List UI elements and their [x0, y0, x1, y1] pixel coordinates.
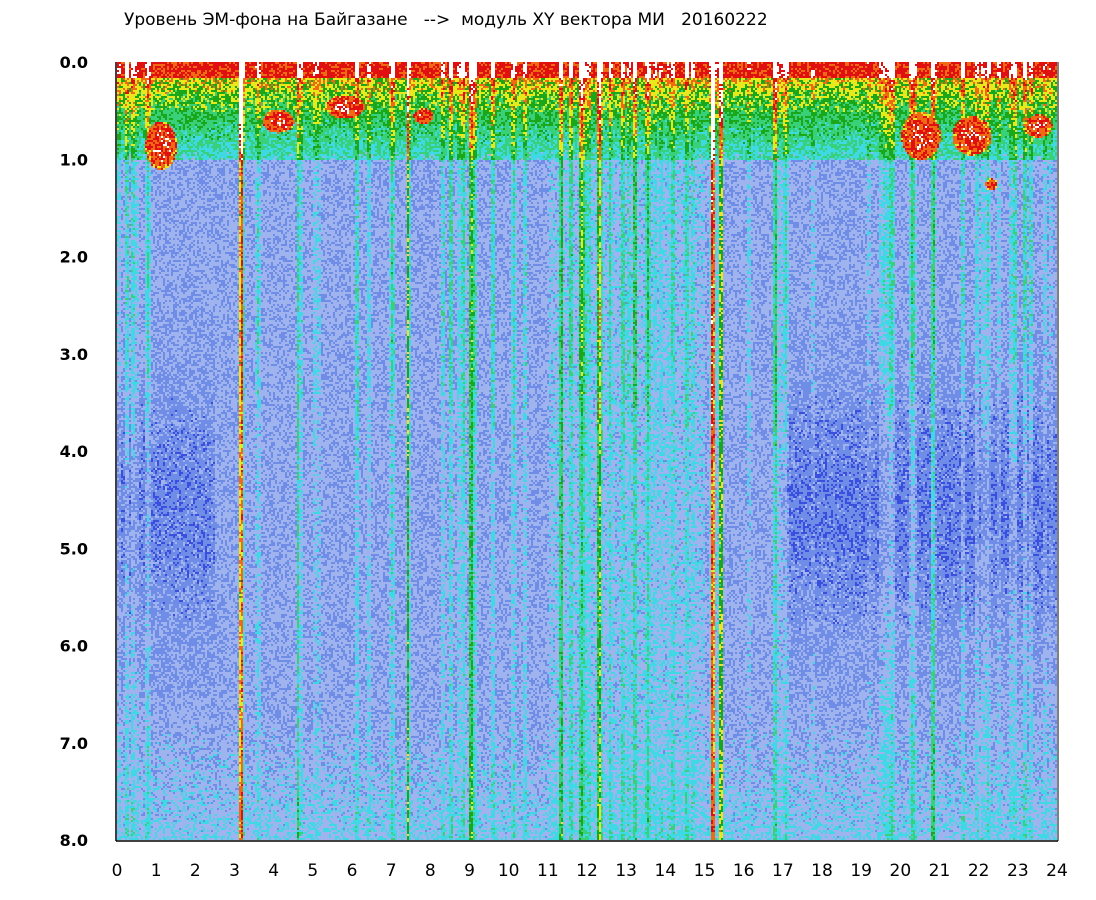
- x-tick-label: 2: [190, 861, 201, 881]
- heatmap-image: [117, 62, 1057, 840]
- x-tick-label: 5: [307, 861, 318, 881]
- x-tick-label: 18: [811, 861, 833, 881]
- x-tick-label: 17: [772, 861, 794, 881]
- x-tick-label: 0: [112, 861, 123, 881]
- chart-title: Уровень ЭМ-фона на Байгазане --> модуль …: [124, 10, 768, 30]
- x-tick-label: 24: [1046, 861, 1068, 881]
- x-tick-label: 11: [537, 861, 559, 881]
- x-tick-label: 9: [464, 861, 475, 881]
- axes: [115, 62, 1059, 842]
- y-tick-label: 2.0: [60, 248, 88, 267]
- x-tick-label: 3: [229, 861, 240, 881]
- y-tick-label: 8.0: [60, 831, 88, 850]
- y-tick-label: 0.0: [60, 53, 88, 72]
- x-tick-label: 12: [576, 861, 598, 881]
- y-tick-label: 6.0: [60, 637, 88, 656]
- x-tick-label: 23: [1007, 861, 1029, 881]
- y-tick-label: 5.0: [60, 539, 88, 558]
- x-tick-label: 8: [425, 861, 436, 881]
- x-tick-label: 1: [151, 861, 162, 881]
- x-tick-label: 20: [890, 861, 912, 881]
- y-ticks: 0.0 1.0 2.0 3.0 4.0 5.0 6.0 7.0 8.0: [60, 53, 88, 850]
- x-tick-label: 6: [347, 861, 358, 881]
- x-tick-label: 7: [386, 861, 397, 881]
- y-tick-label: 7.0: [60, 734, 88, 753]
- x-tick-label: 4: [268, 861, 279, 881]
- x-tick-label: 16: [733, 861, 755, 881]
- y-tick-label: 3.0: [60, 345, 88, 364]
- y-tick-label: 4.0: [60, 442, 88, 461]
- x-tick-label: 19: [850, 861, 872, 881]
- plot-area: [117, 62, 1057, 840]
- x-tick-label: 13: [615, 861, 637, 881]
- y-tick-label: 1.0: [60, 150, 88, 169]
- x-tick-label: 21: [929, 861, 951, 881]
- x-tick-label: 15: [694, 861, 716, 881]
- x-tick-label: 14: [655, 861, 677, 881]
- x-tick-label: 10: [498, 861, 520, 881]
- x-ticks: 0 1 2 3 4 5 6 7 8 9 10 11 12 13 14 15 16 17 18 19 20 21 22 23 24: [112, 861, 1068, 881]
- x-tick-label: 22: [968, 861, 990, 881]
